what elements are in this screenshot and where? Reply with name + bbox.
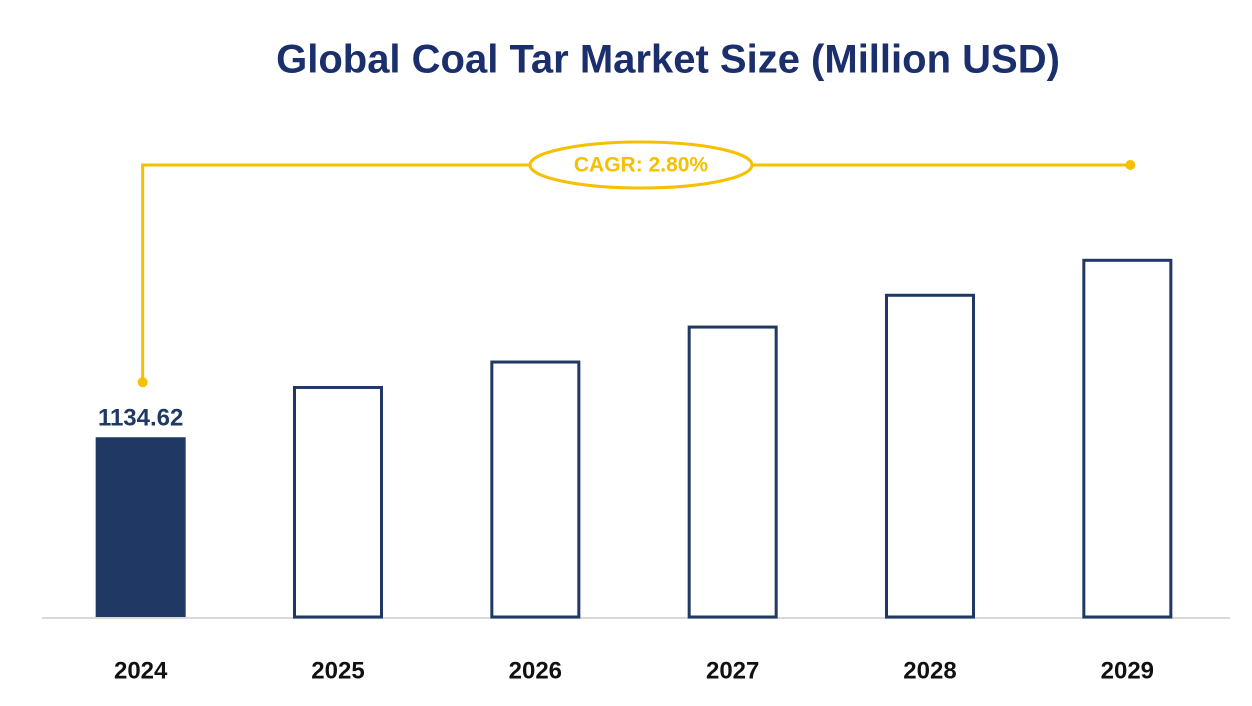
x-tick-label: 2026 (509, 657, 562, 684)
value-label: 1134.62 (98, 405, 183, 432)
bar (293, 385, 383, 619)
cagr-badge (528, 140, 754, 190)
x-tick-label: 2027 (706, 657, 759, 684)
cagr-label: CAGR: 2.80% (574, 154, 709, 177)
bar (687, 325, 778, 619)
x-tick-label: 2029 (1101, 657, 1154, 684)
x-tick-label: 2024 (114, 657, 168, 684)
bar (885, 293, 975, 619)
x-tick-label: 2025 (311, 657, 364, 684)
cagr-dot (137, 377, 148, 388)
bar (95, 437, 186, 617)
cagr-dot (1125, 160, 1136, 170)
x-tick-label: 2028 (903, 657, 956, 684)
cagr-line (141, 163, 1131, 383)
chart-title: Global Coal Tar Market Size (Million USD… (276, 38, 1060, 82)
bar (490, 360, 581, 619)
bar (1082, 258, 1173, 619)
